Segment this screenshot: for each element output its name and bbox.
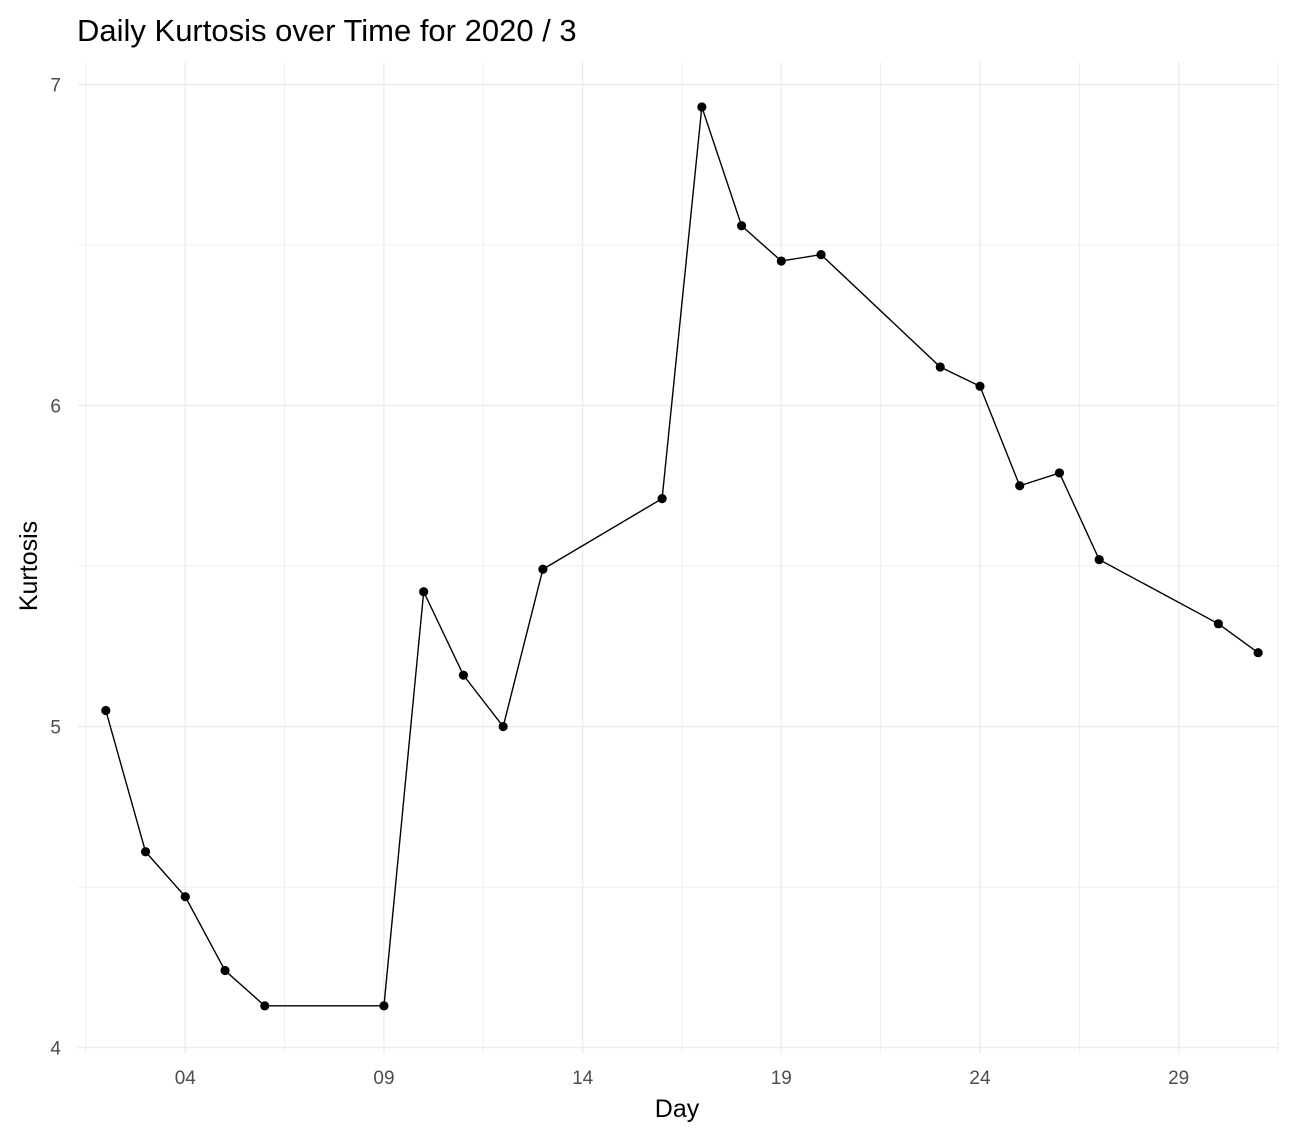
data-point [180,892,190,902]
points-layer [101,102,1263,1011]
chart-title: Daily Kurtosis over Time for 2020 / 3 [77,13,577,48]
data-point [220,965,230,976]
x-tick-label: 09 [373,1068,394,1089]
data-point [1253,648,1263,658]
data-point [538,564,548,574]
y-tick-labels: 4 5 6 7 [50,75,61,1059]
minor-gridlines-y [78,244,1278,888]
x-tick-label: 24 [969,1068,991,1089]
data-point [419,587,429,597]
minor-gridlines-x [85,62,1279,1054]
data-point [458,670,469,680]
x-tick-label: 04 [175,1068,197,1089]
data-point [260,1001,270,1011]
data-point [140,847,151,857]
data-point [736,221,747,231]
x-tick-labels: 04 09 14 19 24 29 [175,1068,1190,1089]
data-point [1213,619,1223,629]
data-point [935,362,945,372]
x-tick-label: 14 [572,1068,594,1089]
data-point [657,494,667,504]
major-gridlines-y [78,83,1278,1049]
major-gridlines-x [184,62,1180,1054]
data-point [101,705,111,716]
y-axis-title: Kurtosis [15,521,43,611]
data-point [498,721,508,732]
data-point [816,250,826,260]
y-tick-label: 4 [50,1039,61,1060]
data-point [697,102,707,112]
data-point [1094,555,1104,565]
series-layer [105,106,1259,1007]
data-point [975,381,985,391]
y-tick-label: 5 [50,718,61,739]
x-tick-label: 19 [771,1068,792,1089]
data-point [1015,481,1025,491]
x-tick-label: 29 [1168,1068,1189,1089]
series-line [105,106,1259,1007]
data-point [1054,468,1065,478]
x-axis-title: Day [655,1095,700,1123]
y-tick-label: 6 [50,397,61,418]
y-tick-label: 7 [50,75,61,96]
data-point [776,256,786,266]
data-point [379,1001,389,1011]
